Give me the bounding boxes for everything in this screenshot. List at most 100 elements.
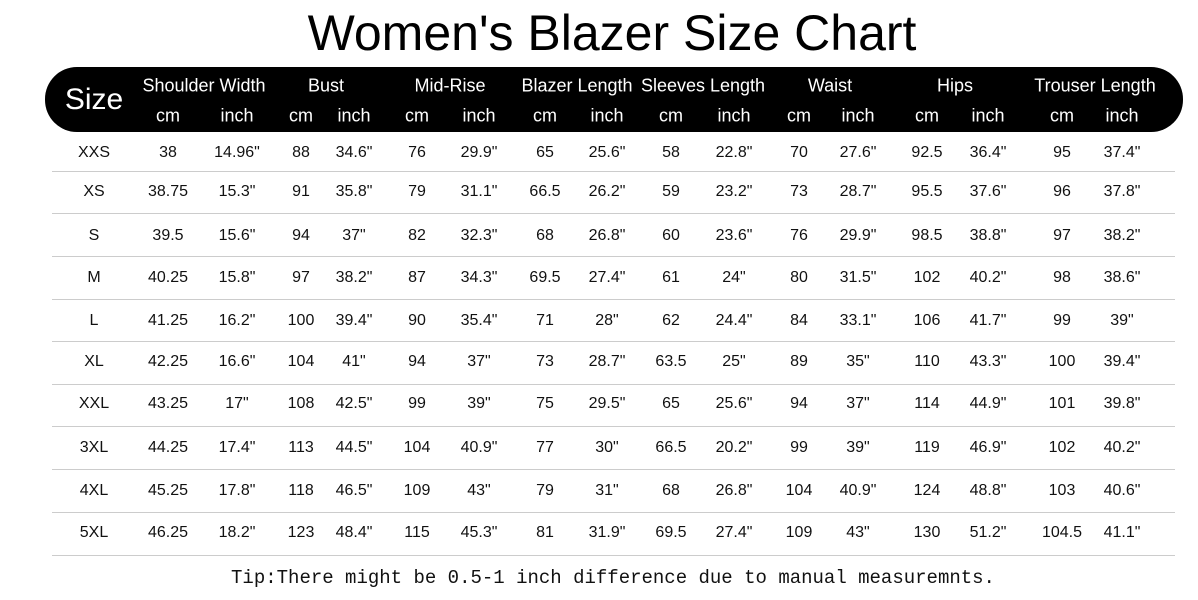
value-cell: 70: [790, 144, 808, 161]
header-bar: [45, 67, 1183, 132]
size-cell: XXS: [77, 144, 111, 161]
row-divider: [52, 256, 1175, 257]
value-cell: 26.8": [715, 482, 753, 499]
value-cell: 69.5: [655, 524, 687, 541]
value-cell: 69.5: [529, 269, 561, 286]
row-divider: [52, 469, 1175, 470]
unit-header: cm: [1050, 105, 1074, 126]
value-cell: 103: [1048, 482, 1076, 499]
value-cell: 91: [292, 183, 310, 200]
value-cell: 63.5: [655, 353, 687, 370]
value-cell: 71: [536, 312, 554, 329]
value-cell: 66.5: [655, 439, 687, 456]
value-cell: 41.25: [147, 312, 189, 329]
value-cell: 22.8": [715, 144, 753, 161]
value-cell: 104: [785, 482, 813, 499]
value-cell: 37.8": [1103, 183, 1141, 200]
value-cell: 44.5": [335, 439, 373, 456]
value-cell: 66.5: [529, 183, 561, 200]
value-cell: 20.2": [715, 439, 753, 456]
value-cell: 30": [595, 439, 619, 456]
value-cell: 37": [342, 227, 366, 244]
unit-header: cm: [659, 105, 683, 126]
value-cell: 41.7": [969, 312, 1007, 329]
value-cell: 31.9": [588, 524, 626, 541]
value-cell: 65: [662, 395, 680, 412]
value-cell: 40.2": [969, 269, 1007, 286]
value-cell: 38.2": [1103, 227, 1141, 244]
value-cell: 100: [1048, 353, 1076, 370]
value-cell: 48.8": [969, 482, 1007, 499]
value-cell: 79: [408, 183, 426, 200]
value-cell: 62: [662, 312, 680, 329]
value-cell: 104: [287, 353, 315, 370]
value-cell: 26.2": [588, 183, 626, 200]
unit-header: inch: [590, 105, 624, 126]
unit-header: cm: [915, 105, 939, 126]
value-cell: 68: [536, 227, 554, 244]
value-cell: 115: [404, 524, 430, 541]
value-cell: 59: [662, 183, 680, 200]
value-cell: 31.1": [460, 183, 498, 200]
value-cell: 81: [536, 524, 554, 541]
value-cell: 31.5": [839, 269, 877, 286]
value-cell: 23.6": [715, 227, 753, 244]
value-cell: 60: [662, 227, 680, 244]
value-cell: 36.4": [969, 144, 1007, 161]
value-cell: 38.6": [1103, 269, 1141, 286]
value-cell: 38.2": [335, 269, 373, 286]
value-cell: 15.6": [218, 227, 256, 244]
size-cell: S: [88, 227, 100, 244]
unit-header: inch: [717, 105, 751, 126]
value-cell: 39.4": [1103, 353, 1141, 370]
value-cell: 113: [288, 439, 314, 456]
value-cell: 104.5: [1041, 524, 1083, 541]
group-header: Hips: [936, 75, 974, 96]
row-divider: [52, 555, 1175, 556]
value-cell: 51.2": [969, 524, 1007, 541]
value-cell: 124: [913, 482, 941, 499]
value-cell: 114: [914, 395, 940, 412]
value-cell: 25.6": [715, 395, 753, 412]
value-cell: 27.4": [588, 269, 626, 286]
size-cell: 3XL: [79, 439, 109, 456]
value-cell: 42.5": [335, 395, 373, 412]
row-divider: [52, 384, 1175, 385]
value-cell: 61: [662, 269, 680, 286]
value-cell: 118: [288, 482, 314, 499]
value-cell: 34.3": [460, 269, 498, 286]
value-cell: 37.4": [1103, 144, 1141, 161]
value-cell: 28.7": [839, 183, 877, 200]
value-cell: 40.9": [460, 439, 498, 456]
value-cell: 16.6": [218, 353, 256, 370]
value-cell: 119: [914, 439, 940, 456]
value-cell: 39.4": [335, 312, 373, 329]
value-cell: 97: [1053, 227, 1071, 244]
value-cell: 89: [790, 353, 808, 370]
value-cell: 43.3": [969, 353, 1007, 370]
value-cell: 29.9": [839, 227, 877, 244]
value-cell: 101: [1048, 395, 1076, 412]
value-cell: 25.6": [588, 144, 626, 161]
value-cell: 98.5: [911, 227, 943, 244]
value-cell: 44.9": [969, 395, 1007, 412]
value-cell: 17.8": [218, 482, 256, 499]
value-cell: 95: [1053, 144, 1071, 161]
row-divider: [52, 171, 1175, 172]
value-cell: 99: [790, 439, 808, 456]
value-cell: 37.6": [969, 183, 1007, 200]
value-cell: 94: [292, 227, 310, 244]
value-cell: 104: [403, 439, 431, 456]
value-cell: 38.8": [969, 227, 1007, 244]
row-divider: [52, 512, 1175, 513]
unit-header: inch: [971, 105, 1005, 126]
value-cell: 44.25: [147, 439, 189, 456]
group-header: Trouser Length: [1034, 75, 1156, 96]
value-cell: 73: [536, 353, 554, 370]
value-cell: 95.5: [911, 183, 943, 200]
row-divider: [52, 426, 1175, 427]
value-cell: 35.8": [335, 183, 373, 200]
group-header: Shoulder Width: [142, 75, 266, 96]
value-cell: 32.3": [460, 227, 498, 244]
